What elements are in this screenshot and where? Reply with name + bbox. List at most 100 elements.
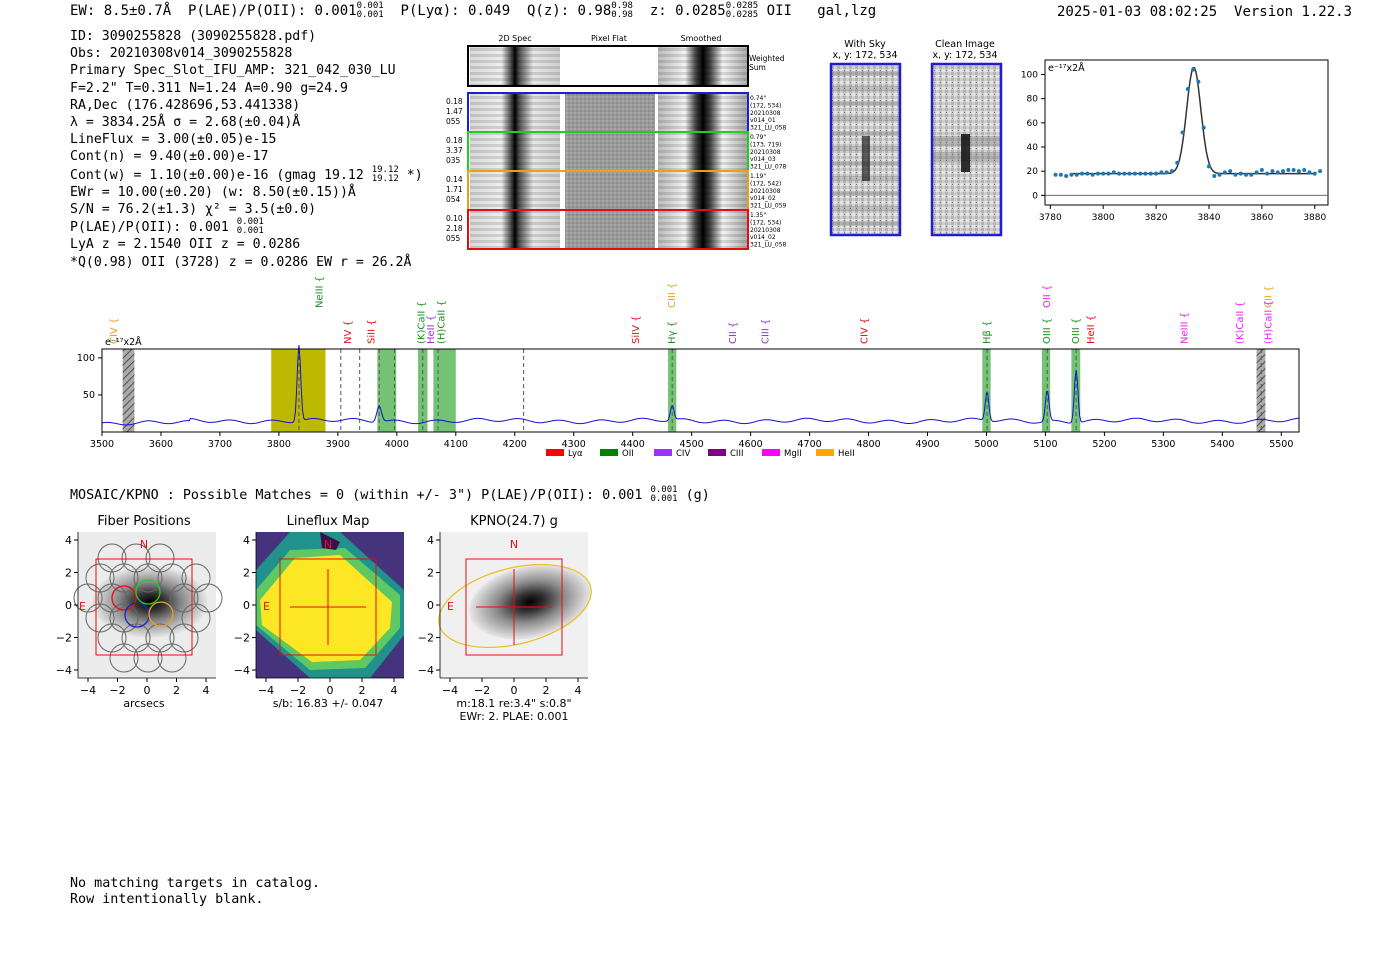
header-meta: 2025-01-03 08:02:25 Version 1.22.3 [1057,4,1352,20]
legend-swatch [600,449,618,456]
cutout-left-label: 0.10 [446,214,463,223]
panel-xtick-label: 2 [543,684,550,697]
header-z-range: 0.0285 0.0285 [725,1,759,20]
sum-label: Sum [749,63,766,72]
col-title-smoothed: Smoothed [681,34,722,43]
spectrum-line-label: (H)CaII { [437,300,448,344]
header-plae-range: 0.001 0.001 [356,1,384,20]
spectrum-xtick-label: 4100 [444,439,468,450]
cutout-pixel-flat [565,133,655,170]
fit-data-point [1233,172,1238,177]
fit-data-point [1185,87,1190,91]
panel-ytick-label: −2 [418,632,434,645]
spectrum-line-label: Hγ { [667,321,678,344]
cutout-right-label: v014_02 [750,195,776,202]
fit-data-point [1302,167,1307,172]
header-summary: EW: 8.5±0.7Å P(LAE)/P(OII): 0.001 0.001 0.… [70,2,876,20]
spectrum-line-label: (K)CaII { [417,301,428,344]
sky-images: With Sky x, y: 172, 534 Clean Image x, y… [829,39,1003,237]
spectrum-xtick-label: 3600 [149,439,173,450]
cutout-left-label: 035 [446,156,461,165]
info-primary: Primary Spec_Slot_IFU_AMP: 321_042_030_L… [70,63,396,79]
fiber-box [95,558,193,656]
fit-data-point [1291,167,1296,172]
fit-data-point [1101,171,1106,176]
fit-data-point [1312,171,1317,176]
fit-ytick-label: 100 [1021,71,1038,81]
spectrum-line-label: NeIII { [1180,312,1191,344]
cutout-right-label: (173, 719) [750,141,781,148]
fit-xtick-label: 3800 [1092,213,1115,223]
spectrum-span [1256,349,1266,432]
legend-swatch [654,449,672,456]
footer-line-2: Row intentionally blank. [70,891,264,907]
legend-label: MgII [784,449,802,459]
kpno-xlabel-1: m:18.1 re:3.4" s:0.8" [456,697,571,710]
fit-data-point [1228,169,1233,174]
info-lya: LyA z = 2.1540 OII z = 0.0286 [70,237,301,253]
fit-data-point [1117,171,1122,176]
cutout-2d-spec-stripes [470,133,560,170]
fit-data-point [1164,170,1169,175]
panel-ytick-label: 0 [427,599,434,612]
fit-data-point [1127,171,1132,176]
timestamp: 2025-01-03 08:02:25 [1057,4,1218,20]
panel-ytick-label: −2 [56,632,72,645]
panel-xtick-label: 0 [511,684,518,697]
fit-xtick-label: 3880 [1303,213,1326,223]
spectrum-xtick-label: 4500 [680,439,704,450]
cutout-left-label: 055 [446,117,461,126]
fit-data-point [1212,174,1217,178]
info-plae: P(LAE)/P(OII): 0.001 0.001 0.001 [70,217,264,237]
fit-data-point [1085,171,1090,176]
lineflux-map-panel: Lineflux Map N E s/b: 16.83 +/- 0.047 [256,514,404,710]
spectrum-xtick-label: 4800 [856,439,880,450]
legend-swatch [816,449,834,456]
info-radec: RA,Dec (176.428696,53.441338) [70,97,301,113]
panel-xtick-label: 4 [391,684,398,697]
cutout-smoothed-stripes [658,172,748,209]
cutout-2d-spec-stripes [470,172,560,209]
cutout-smoothed-stripes [658,94,748,131]
galaxy-blob [92,566,208,638]
spectrum-xtick-label: 5400 [1210,439,1234,450]
panel-xtick-label: 0 [144,684,151,697]
cutout-smoothed-stripes [658,211,748,248]
cutout-2d-spec-stripes [470,211,560,248]
cutout-pixel-flat [565,172,655,209]
panel-xtick-label: −4 [80,684,96,697]
cutout-right-label: 20210308 [750,149,781,156]
kpno-xlabel-2: EWr: 2. PLAE: 0.001 [459,710,568,723]
fit-data-point [1064,174,1069,178]
spectrum-line-label: NV { [343,320,354,344]
cutout-right-label: (172, 534) [750,102,781,109]
fit-data-point [1180,130,1185,135]
image-panels: Fiber Positions N E arcsecs Lineflux Map… [56,514,592,723]
panel-xtick-label: −2 [109,684,125,697]
footer-notes: No matching targets in catalog. Row inte… [70,876,320,907]
fit-data-point [1090,172,1095,177]
cutout-left-label: 1.71 [446,185,463,194]
spectrum-span [1071,349,1081,432]
cutout-right-label: 1.35" [750,212,766,219]
info-contw: Cont(w) = 1.10(±0.00)e-16 (gmag 19.12 19… [70,164,423,184]
cutout-left-label: 054 [446,195,461,204]
info-fparams: F=2.2" T=0.311 N=1.24 A=0.90 g=24.9 [70,80,348,96]
fit-xtick-label: 3820 [1145,213,1168,223]
fit-data-point [1053,172,1058,177]
with-sky-coords: x, y: 172, 534 [832,50,897,61]
cutout-right-label: 20210308 [750,227,781,234]
spectrum-xtick-label: 4700 [797,439,821,450]
spectrum-line-label: Hβ { [982,321,993,344]
fit-data-point [1286,167,1291,172]
header-ew: EW: 8.5±0.7Å [70,3,172,19]
fit-data-point [1095,171,1100,176]
cutout-right-label: 1.19" [750,173,766,180]
panel-ytick-label: 4 [427,534,434,547]
spectrum-xtick-label: 4200 [503,439,527,450]
fit-data-point [1132,171,1137,176]
fit-data-point [1154,171,1159,176]
cutout-right-label: 321_LU_058 [750,242,787,249]
spectrum-line-label: CIV { [109,318,120,344]
